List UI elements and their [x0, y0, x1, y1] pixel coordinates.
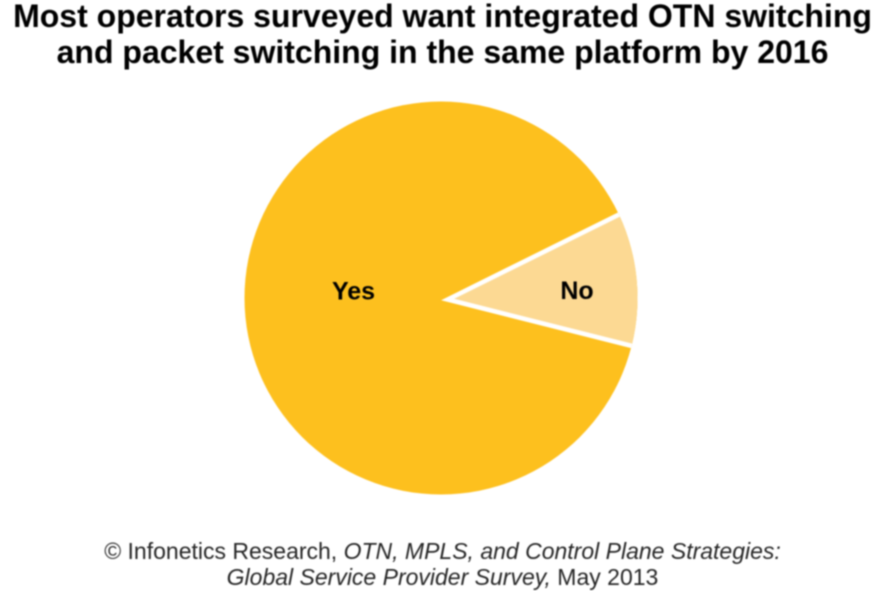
svg-text:Yes: Yes — [332, 277, 375, 305]
svg-text:No: No — [560, 277, 593, 305]
